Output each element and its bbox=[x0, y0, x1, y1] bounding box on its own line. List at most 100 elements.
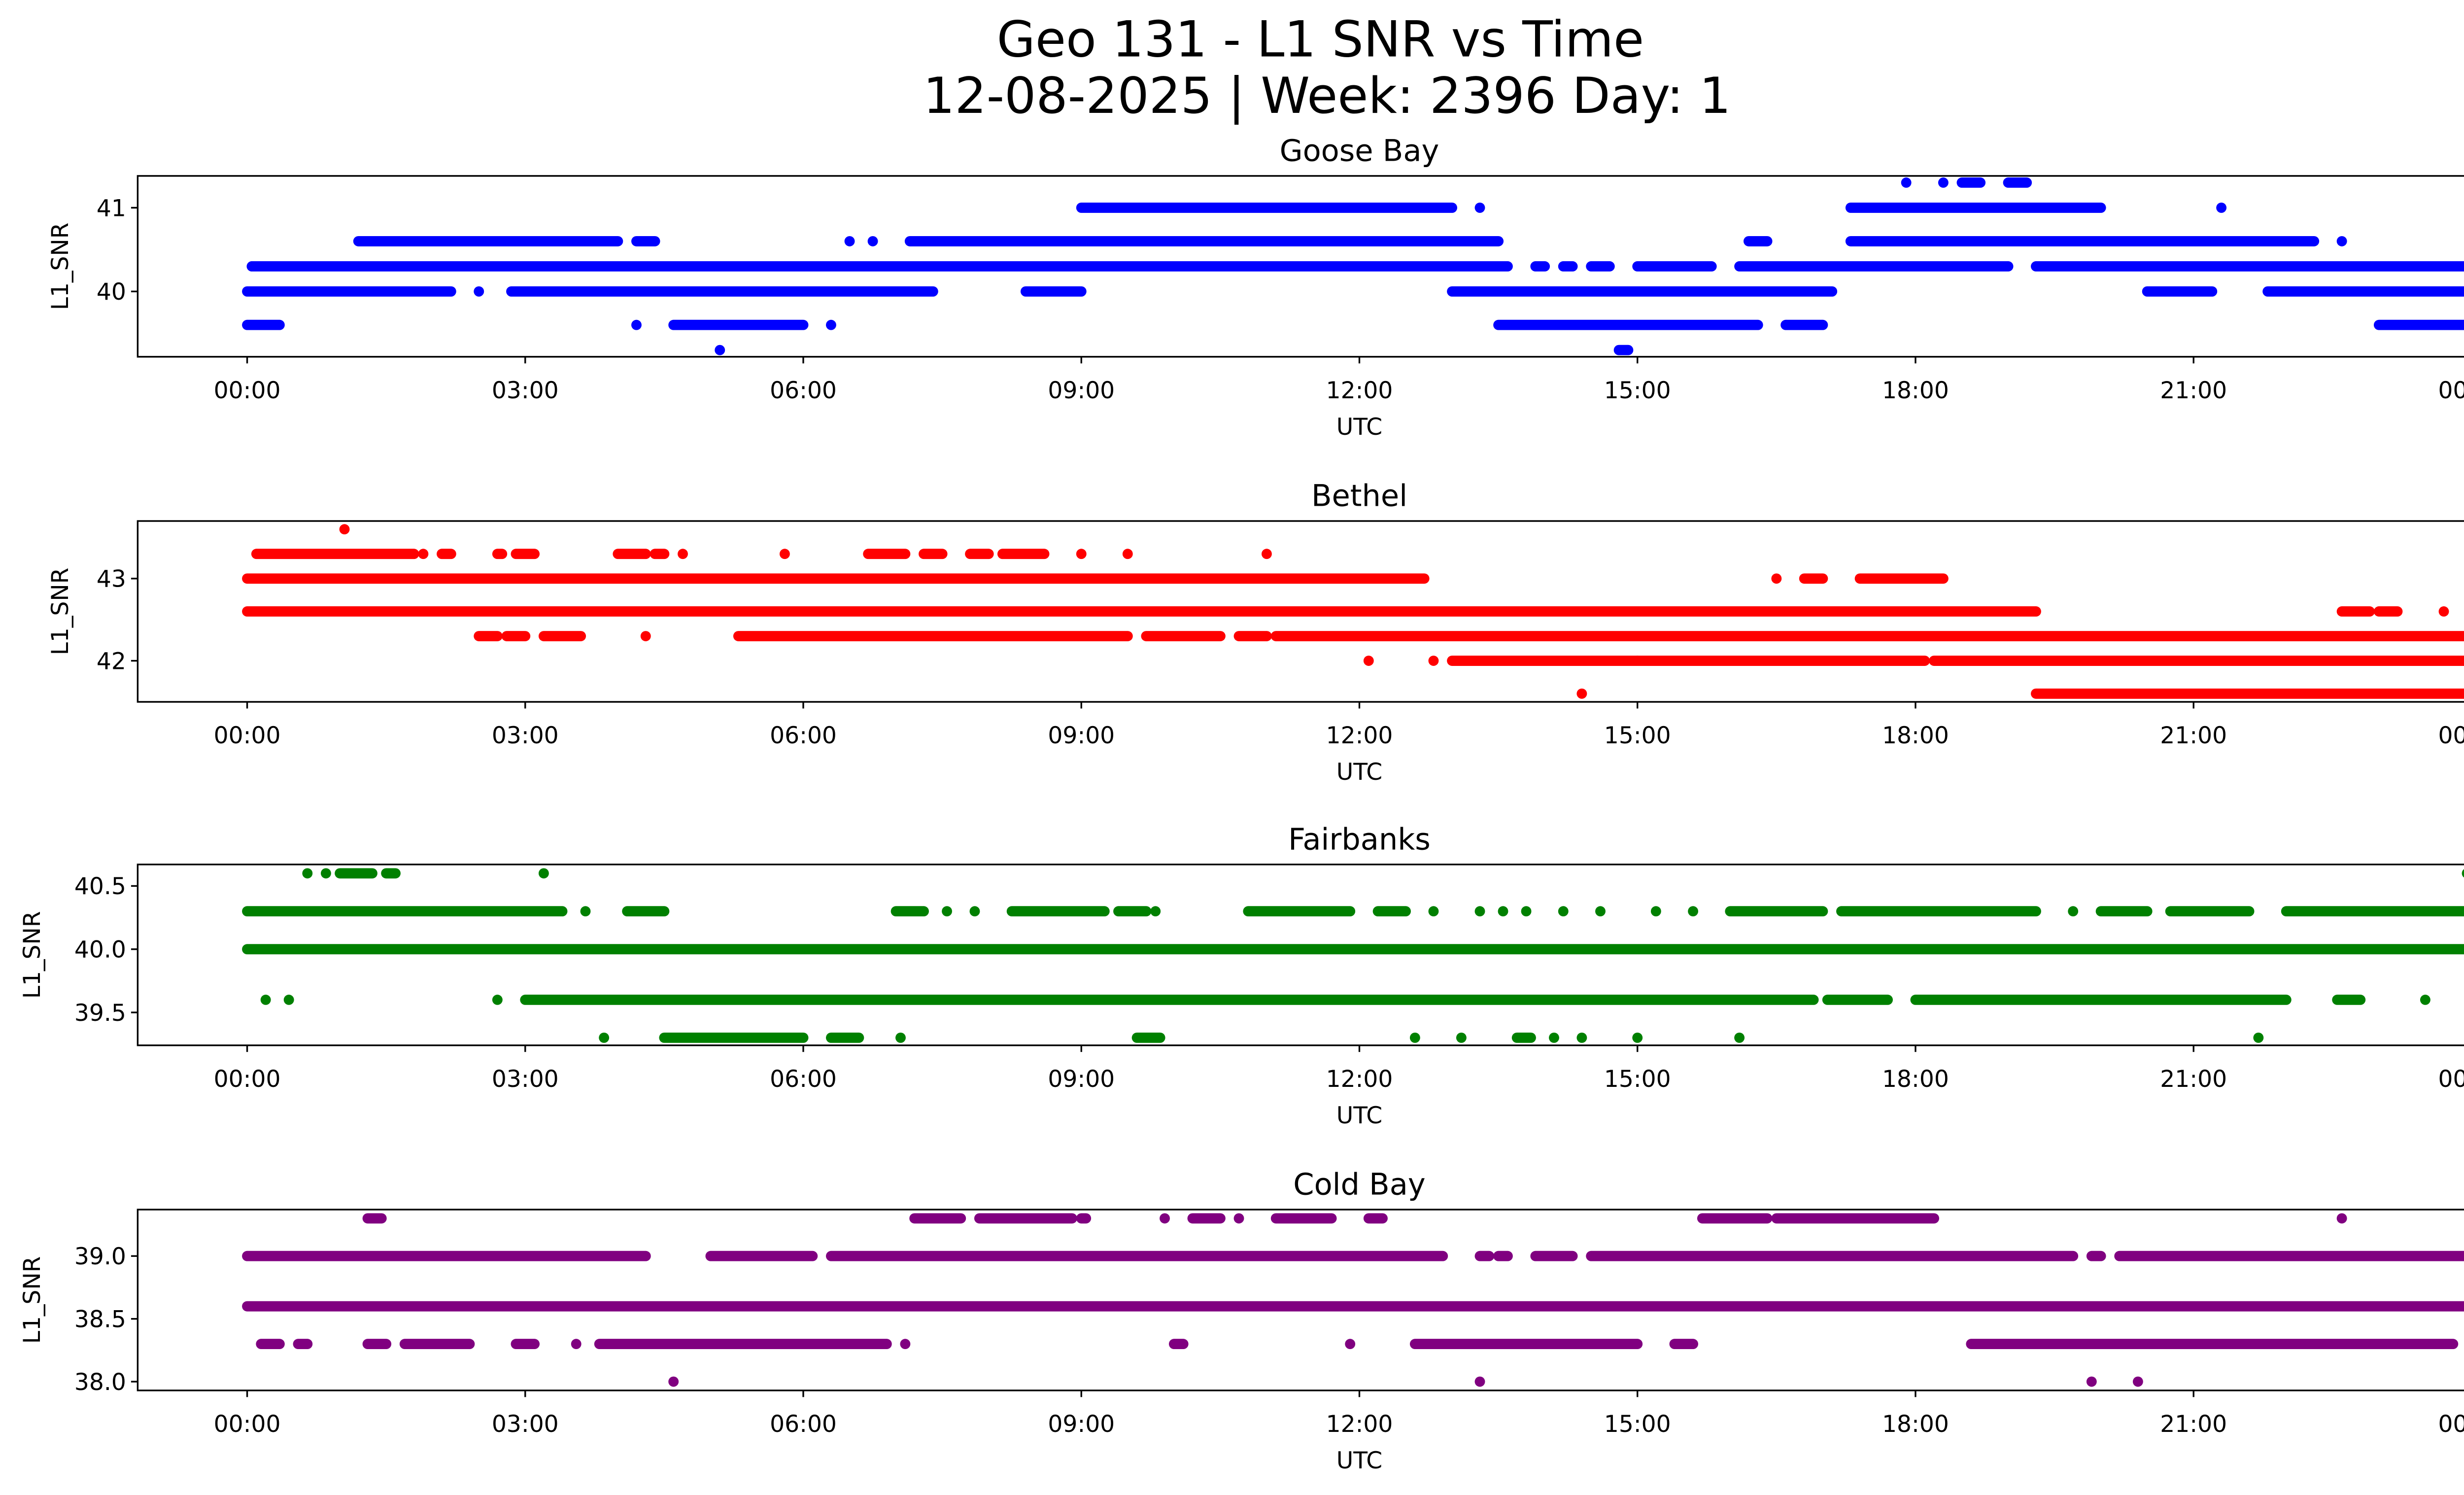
x-tick-label: 03:00 bbox=[492, 722, 559, 749]
data-point-run bbox=[974, 1213, 1077, 1224]
x-tick-label: 06:00 bbox=[770, 1066, 837, 1093]
data-point-run bbox=[251, 549, 419, 559]
data-point-run bbox=[1006, 906, 1110, 917]
data-point bbox=[2086, 1376, 2097, 1387]
data-point-run bbox=[492, 549, 508, 559]
data-point-run bbox=[1447, 286, 1838, 297]
data-point-run bbox=[1771, 1213, 1940, 1224]
data-point bbox=[1632, 656, 1643, 666]
data-point-run bbox=[705, 1251, 818, 1261]
data-point bbox=[1345, 1339, 1356, 1350]
x-tick-label: 09:00 bbox=[1048, 722, 1115, 749]
data-point-run bbox=[659, 1032, 809, 1043]
x-axis-label: UTC bbox=[1336, 414, 1382, 441]
data-point-run bbox=[1113, 906, 1152, 917]
data-point-run bbox=[1168, 1339, 1189, 1350]
data-point-run bbox=[1613, 345, 1634, 355]
data-point bbox=[1474, 203, 1485, 213]
scatter-points bbox=[242, 868, 2464, 1043]
x-tick-label: 12:00 bbox=[1326, 1411, 1393, 1438]
data-point-run bbox=[381, 868, 401, 879]
x-tick-label: 18:00 bbox=[1882, 1066, 1949, 1093]
x-tick-label: 00:00 bbox=[214, 1066, 281, 1093]
data-point-run bbox=[1511, 1032, 1536, 1043]
data-point bbox=[2068, 906, 2079, 917]
x-tick-label: 12:00 bbox=[1326, 1066, 1393, 1093]
data-point-run bbox=[1493, 1251, 1513, 1261]
data-point bbox=[895, 1032, 906, 1043]
x-tick-label: 00:00 bbox=[2438, 722, 2464, 749]
data-point-run bbox=[1131, 1032, 1165, 1043]
chart-title: Geo 131 - L1 SNR vs Time bbox=[997, 10, 1644, 69]
data-point-run bbox=[362, 1213, 387, 1224]
data-point-run bbox=[733, 631, 1133, 641]
x-tick-label: 15:00 bbox=[1604, 722, 1671, 749]
x-tick-label: 09:00 bbox=[1048, 377, 1115, 404]
x-axis-label: UTC bbox=[1336, 1447, 1382, 1474]
data-point-run bbox=[1822, 994, 1893, 1005]
data-point bbox=[779, 549, 790, 559]
data-point bbox=[631, 319, 642, 330]
data-point bbox=[668, 1376, 679, 1387]
data-point bbox=[260, 994, 271, 1005]
data-point-run bbox=[1910, 994, 2292, 1005]
x-tick-label: 21:00 bbox=[2160, 377, 2227, 404]
y-axis-label: L1_SNR bbox=[47, 223, 74, 311]
data-point bbox=[1650, 906, 1661, 917]
y-tick-label: 40 bbox=[97, 278, 126, 306]
data-point-run bbox=[826, 1251, 1448, 1261]
data-point bbox=[867, 236, 878, 246]
x-tick-label: 00:00 bbox=[214, 722, 281, 749]
data-point bbox=[1901, 177, 1912, 188]
data-point-run bbox=[1530, 1251, 1578, 1261]
data-point-run bbox=[501, 631, 531, 641]
data-point-run bbox=[2095, 906, 2153, 917]
data-point-run bbox=[242, 944, 2464, 955]
data-point-run bbox=[1725, 906, 1828, 917]
data-point-run bbox=[594, 1339, 892, 1350]
data-point-run bbox=[613, 549, 651, 559]
data-point bbox=[1150, 906, 1161, 917]
data-point-run bbox=[1697, 1213, 1773, 1224]
data-point-run bbox=[1233, 631, 1272, 641]
data-point-run bbox=[1020, 286, 1087, 297]
data-point-run bbox=[1632, 261, 1717, 272]
axes-frame bbox=[137, 864, 2464, 1046]
data-point-run bbox=[631, 236, 660, 246]
x-tick-label: 21:00 bbox=[2160, 722, 2227, 749]
y-tick-label: 38.0 bbox=[74, 1369, 126, 1396]
subplot-bethel: Bethel 42 43 00:00 03:00 06:00 09:00 12:00 15:00… bbox=[47, 479, 2464, 786]
y-tick-label: 41 bbox=[97, 195, 126, 222]
data-point bbox=[1632, 1032, 1643, 1043]
data-point-run bbox=[506, 286, 938, 297]
data-point-run bbox=[1669, 1339, 1699, 1350]
x-tick-label: 21:00 bbox=[2160, 1411, 2227, 1438]
data-point-run bbox=[335, 868, 377, 879]
x-tick-label: 12:00 bbox=[1326, 722, 1393, 749]
y-tick-label: 40.0 bbox=[74, 937, 126, 964]
data-point-run bbox=[622, 906, 670, 917]
data-point bbox=[474, 286, 484, 297]
data-point-run bbox=[668, 319, 809, 330]
data-point bbox=[1938, 177, 1949, 188]
data-point bbox=[942, 906, 952, 917]
x-tick-label: 00:00 bbox=[2438, 1411, 2464, 1438]
data-point-run bbox=[650, 549, 670, 559]
data-point-run bbox=[1586, 1251, 2079, 1261]
x-tick-label: 09:00 bbox=[1048, 1411, 1115, 1438]
data-point bbox=[2438, 606, 2449, 617]
x-tick-label: 18:00 bbox=[1882, 1411, 1949, 1438]
y-tick-label: 39.0 bbox=[74, 1243, 126, 1270]
data-point-run bbox=[242, 319, 285, 330]
data-point bbox=[1498, 906, 1508, 917]
data-point-run bbox=[1076, 203, 1458, 213]
data-point-run bbox=[2114, 1251, 2464, 1261]
data-point-run bbox=[1243, 906, 1356, 917]
data-point-run bbox=[242, 286, 456, 297]
data-point bbox=[826, 319, 836, 330]
data-point-run bbox=[1372, 906, 1411, 917]
data-point-run bbox=[242, 573, 1430, 584]
data-point-run bbox=[1270, 631, 2464, 641]
subplot-fairbanks: Fairbanks 39.5 40.0 40.5 00:00 03:00 06:00 09:0… bbox=[19, 823, 2464, 1129]
data-point-run bbox=[1493, 319, 1763, 330]
